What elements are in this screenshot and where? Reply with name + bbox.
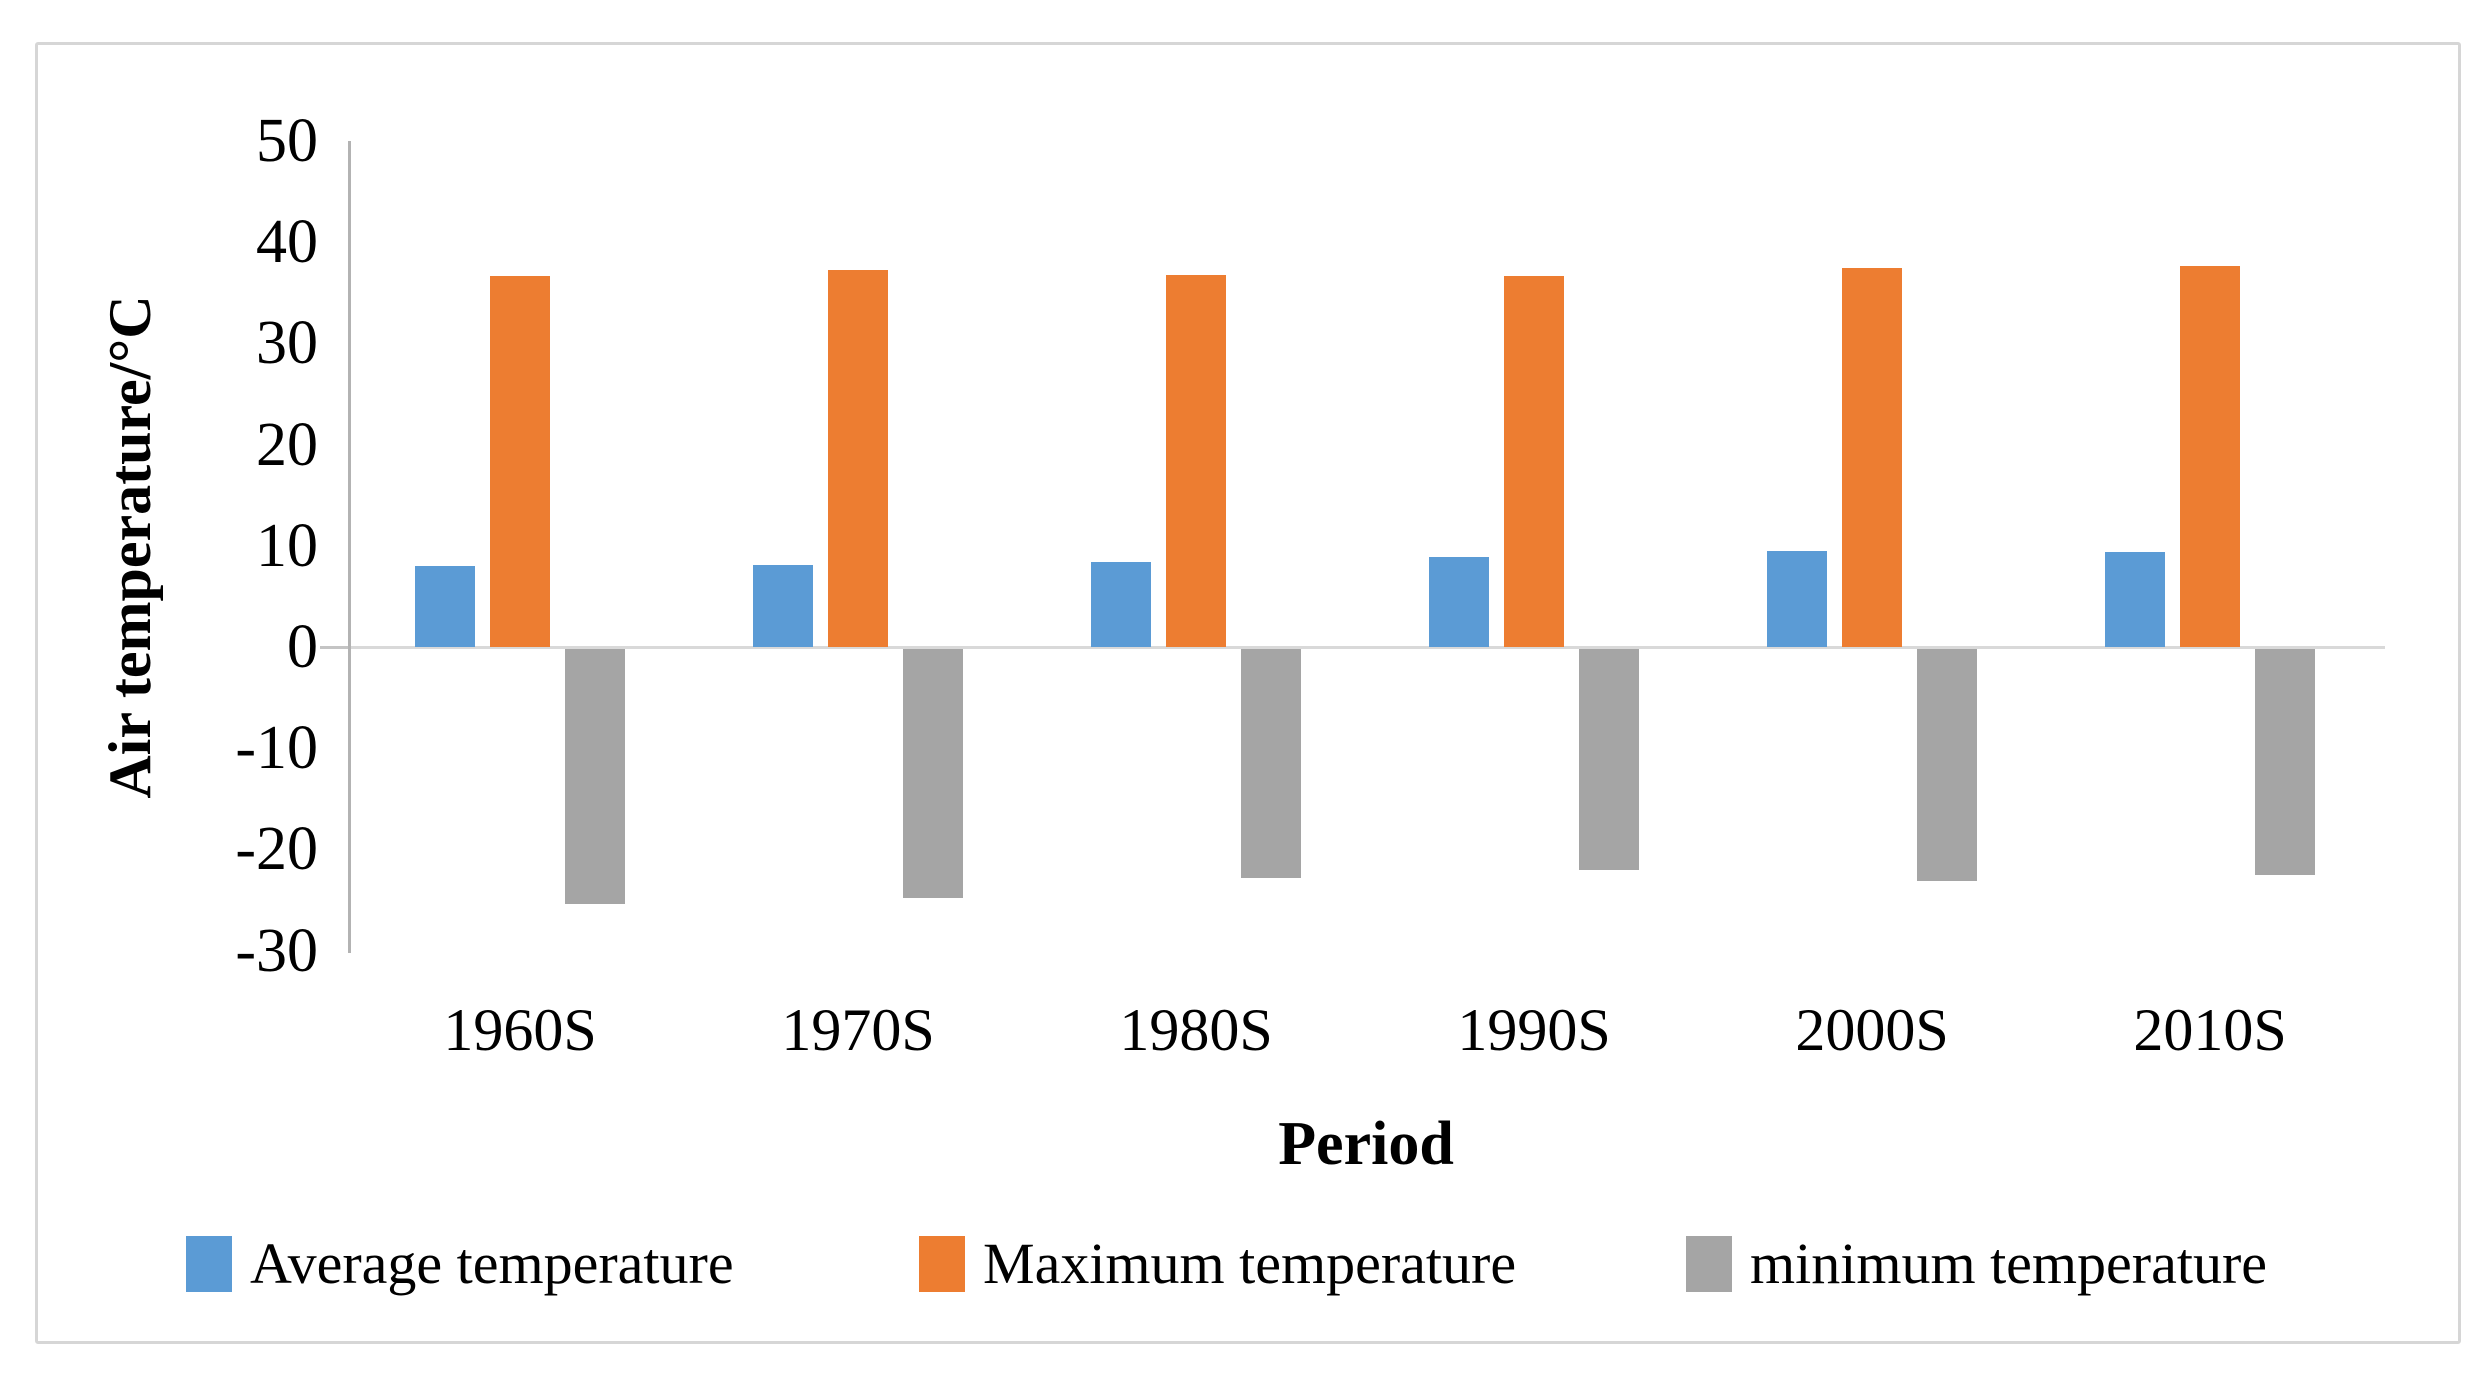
legend-item: Maximum temperature: [919, 1232, 1516, 1296]
x-axis-title: Period: [1278, 1110, 1454, 1178]
y-tick-label: 50: [256, 107, 318, 175]
bar: [1579, 649, 1639, 870]
legend-item: minimum temperature: [1686, 1232, 2267, 1296]
bar: [415, 566, 475, 647]
x-tick-label: 1970S: [781, 997, 935, 1063]
bar: [1166, 274, 1226, 647]
y-tick-label: -10: [235, 714, 318, 783]
legend-item: Average temperature: [186, 1232, 734, 1296]
bar: [1429, 556, 1489, 647]
x-tick-label: 1960S: [443, 997, 597, 1063]
bar: [490, 275, 550, 647]
y-tick-label: 30: [256, 309, 318, 378]
y-tick-label: 10: [256, 511, 318, 580]
x-tick-label: 2000S: [1795, 997, 1949, 1063]
y-tick-label: 0: [287, 613, 318, 681]
zero-gridline: [351, 646, 2385, 649]
bar: [1241, 649, 1301, 878]
bar: [1767, 550, 1827, 647]
bar: [1504, 275, 1564, 647]
legend-swatch: [919, 1236, 965, 1292]
legend-label: Maximum temperature: [983, 1231, 1517, 1296]
legend-swatch: [1686, 1236, 1732, 1292]
y-axis-line: [348, 141, 351, 953]
bar: [2180, 266, 2240, 647]
y-tick-label: 20: [256, 410, 318, 479]
bar: [2255, 649, 2315, 875]
zero-tick: [320, 646, 348, 649]
bar: [565, 649, 625, 905]
legend-label: minimum temperature: [1750, 1231, 2268, 1296]
y-tick-label: 40: [256, 208, 318, 277]
legend-label: Average temperature: [250, 1231, 734, 1296]
x-tick-label: 1990S: [1457, 997, 1611, 1063]
x-tick-label: 2010S: [2133, 997, 2287, 1063]
y-tick-label: -20: [235, 815, 318, 884]
y-tick-label: -30: [235, 916, 318, 985]
bar: [828, 269, 888, 647]
bar: [1091, 561, 1151, 647]
bar: [903, 649, 963, 898]
bar: [1917, 649, 1977, 881]
bar: [753, 565, 813, 647]
x-tick-label: 1980S: [1119, 997, 1273, 1063]
bar: [1842, 267, 1902, 647]
legend-swatch: [186, 1236, 232, 1292]
bar: [2105, 551, 2165, 647]
